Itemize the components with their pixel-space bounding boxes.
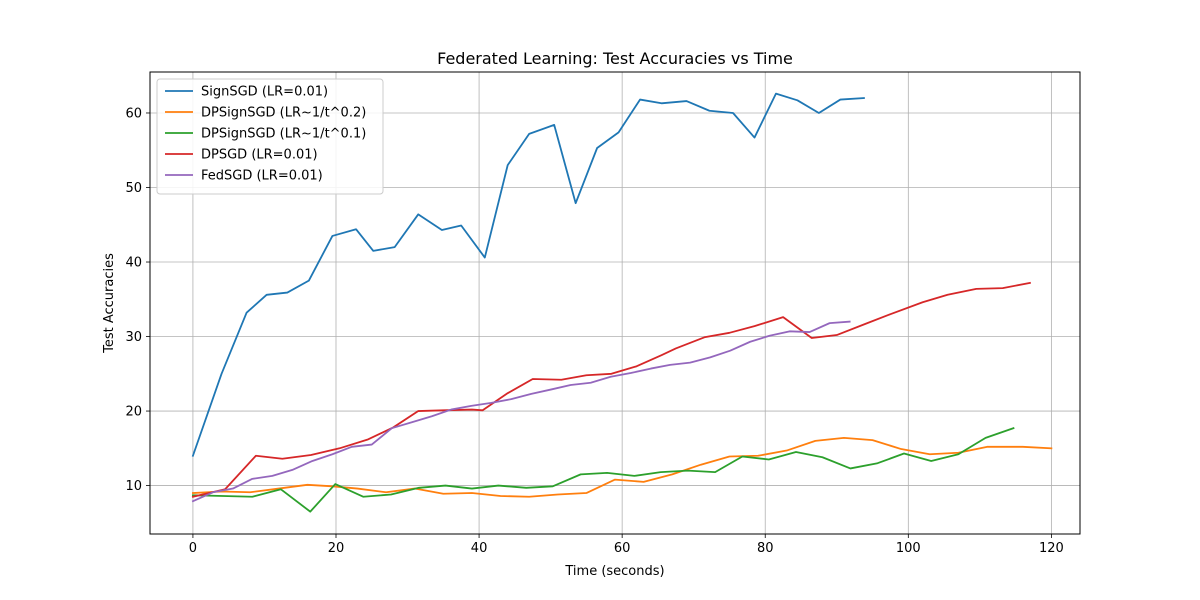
legend-entry-1: SignSGD (LR=0.01) <box>201 85 328 100</box>
x-tick-label: 80 <box>757 541 774 556</box>
x-tick-label: 0 <box>189 541 197 556</box>
y-tick-label: 20 <box>125 405 142 420</box>
legend-entry-4: DPSGD (LR=0.01) <box>201 148 318 163</box>
legend: SignSGD (LR=0.01) DPSignSGD (LR~1/t^0.2) D… <box>156 78 384 195</box>
x-tick-label: 60 <box>614 541 631 556</box>
legend-entry-3: DPSignSGD (LR~1/t^0.1) <box>201 127 366 142</box>
y-tick-label: 40 <box>125 256 142 271</box>
axis-ticks: 0 20 40 60 80 100 120 10 20 30 40 50 60 <box>125 106 1063 556</box>
series-line-4 <box>191 281 1031 498</box>
x-tick-label: 100 <box>896 541 921 556</box>
x-tick-label: 40 <box>471 541 488 556</box>
series-line-5 <box>191 320 851 503</box>
series-line-3 <box>191 427 1015 513</box>
y-tick-label: 10 <box>125 479 142 494</box>
plot-frame <box>149 71 1081 535</box>
legend-entry-5: FedSGD (LR=0.01) <box>201 169 323 184</box>
series-line-1 <box>191 92 865 457</box>
y-tick-label: 50 <box>125 181 142 196</box>
y-tick-label: 30 <box>125 330 142 345</box>
y-tick-label: 60 <box>125 106 142 121</box>
chart-title: Federated Learning: Test Accuracies vs T… <box>437 49 793 68</box>
x-tick-label: 120 <box>1039 541 1064 556</box>
legend-entry-2: DPSignSGD (LR~1/t^0.2) <box>201 106 366 121</box>
x-tick-label: 20 <box>328 541 345 556</box>
legend-box <box>156 78 384 195</box>
x-axis-label: Time (seconds) <box>564 564 664 579</box>
y-axis-label: Test Accuracies <box>102 253 117 354</box>
series-lines <box>191 92 1053 513</box>
